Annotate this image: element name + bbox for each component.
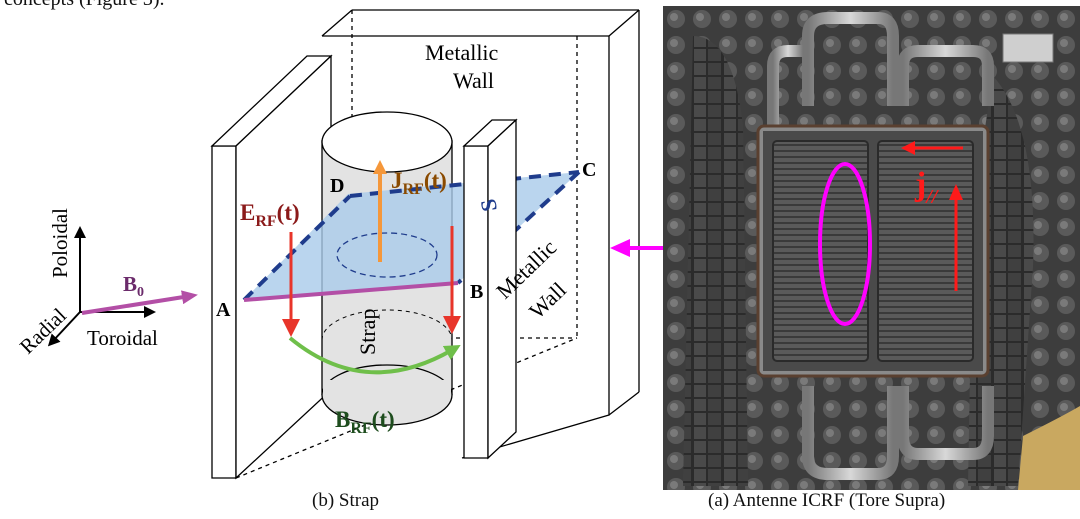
poloidal-label: Poloidal [48, 208, 72, 278]
wall-right-line2: Wall [524, 277, 571, 323]
strap-cylinder [321, 111, 453, 426]
antenna-photo: j// [663, 6, 1080, 490]
strap-label: Strap [355, 309, 380, 355]
b-rf-arrow [288, 336, 461, 375]
wall-top-line1: Metallic [425, 40, 499, 65]
j-rf-label: JRF(t) [391, 168, 447, 198]
point-d-label: D [330, 175, 344, 197]
point-a-label: A [216, 299, 231, 321]
surface-s-label: S [475, 197, 502, 213]
b-rf-label: BRF(t) [335, 407, 395, 437]
b0-label: B0 [123, 272, 144, 300]
e-rf-label: ERF(t) [240, 200, 300, 230]
b0-arrow [81, 290, 198, 315]
toroidal-label: Toroidal [87, 326, 158, 350]
caption-strap: (b) Strap [312, 490, 380, 511]
current-j-label: j// [915, 166, 938, 208]
wall-top-line2: Wall [453, 68, 494, 93]
top-text-fragment: concepts (Figure 3). [4, 0, 165, 11]
strap-diagram: Poloidal Radial Toroidal B0 A B C D Meta… [15, 9, 640, 480]
point-b-label: B [470, 281, 483, 303]
point-c-label: C [582, 159, 596, 181]
caption-antenna: (a) Antenne ICRF (Tore Supra) [708, 490, 946, 511]
antenna-photo-drawing [663, 6, 1080, 490]
right-plate [462, 118, 518, 460]
back-wall [235, 9, 640, 479]
